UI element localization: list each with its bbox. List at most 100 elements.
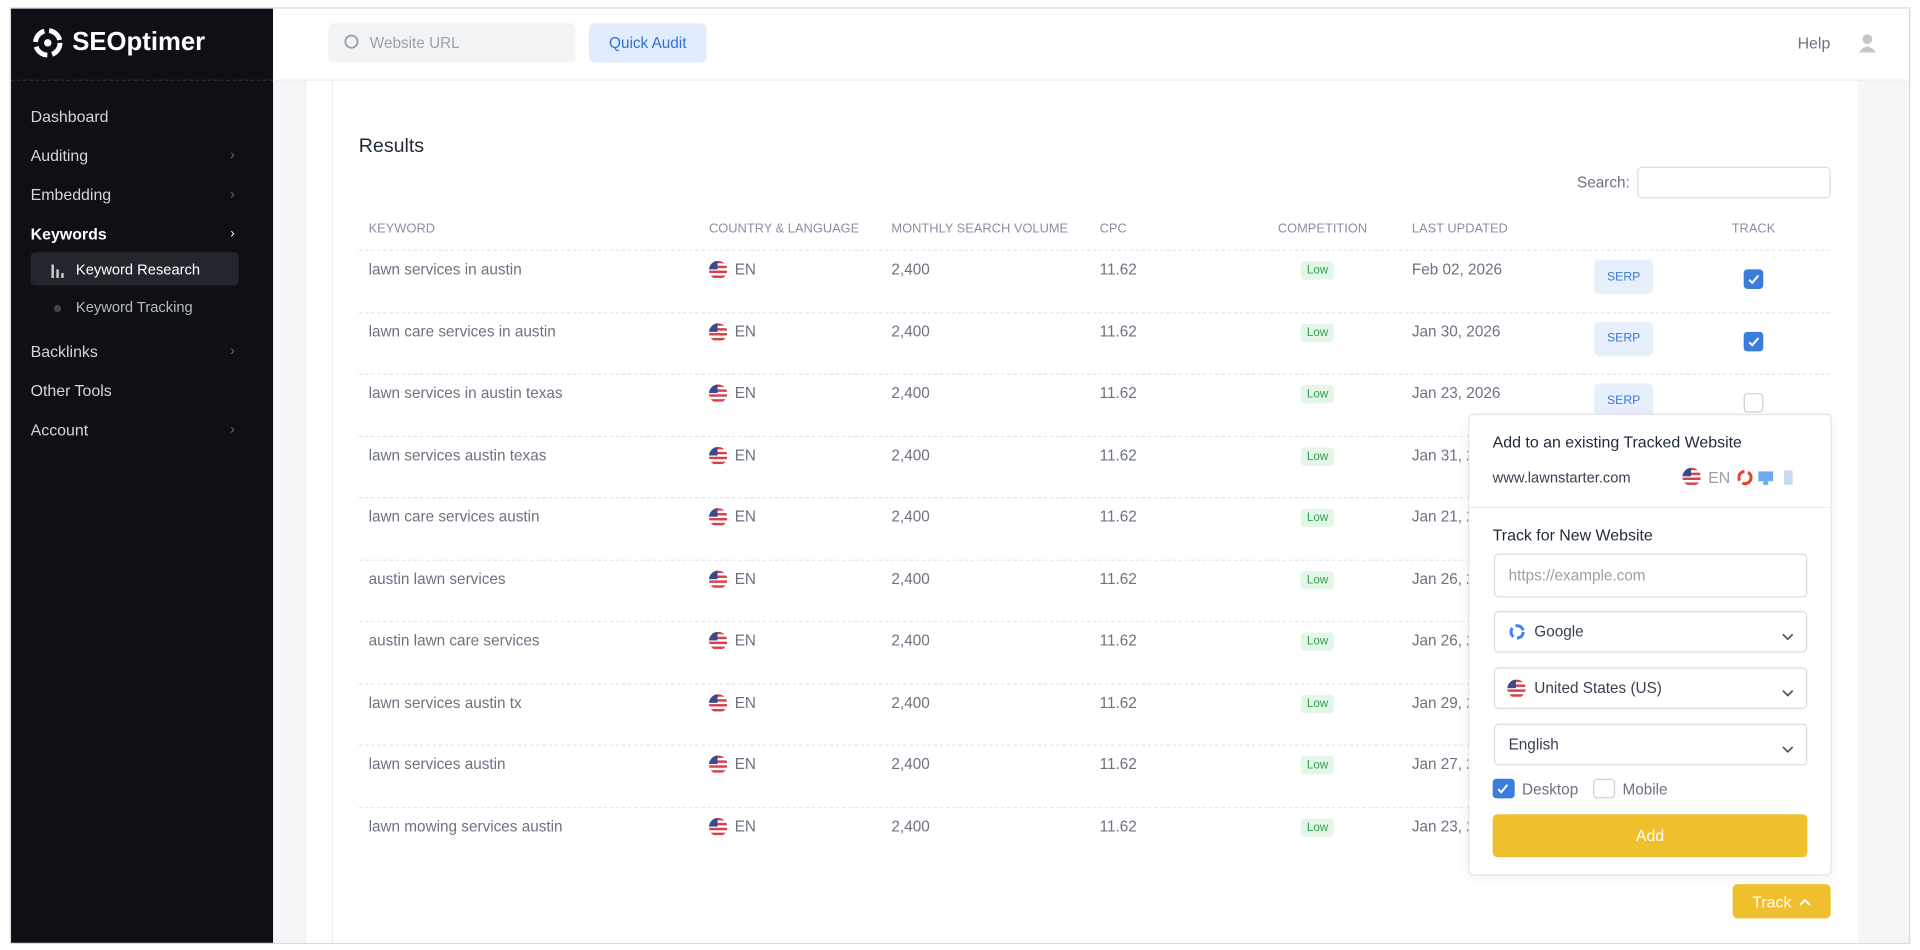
us-flag <box>708 631 728 651</box>
language: EN <box>734 631 756 649</box>
language: EN <box>734 755 756 773</box>
serp-button[interactable]: SERP <box>1594 383 1654 418</box>
language: EN <box>734 693 756 711</box>
results-card: Results Search: KEYWORD COUNTRY & LANGUAG… <box>331 80 1858 943</box>
nav-chevron: › <box>230 422 235 438</box>
language: EN <box>734 446 756 464</box>
engine-value: Google <box>1534 623 1584 641</box>
competition-badge: Low <box>1300 508 1335 528</box>
nav-item[interactable]: Account <box>30 420 89 439</box>
table-search[interactable] <box>1637 166 1831 199</box>
add-button[interactable]: Add <box>1492 814 1808 858</box>
checkbox[interactable] <box>1593 778 1616 799</box>
nav-item[interactable]: Dashboard <box>30 107 109 126</box>
us-flag-svg <box>1507 679 1526 698</box>
nav-item[interactable]: Keywords <box>30 224 107 244</box>
language: EN <box>734 322 756 340</box>
row-divider <box>358 682 1831 684</box>
search-volume: 2,400 <box>891 755 930 773</box>
us-flag-svg <box>708 446 728 465</box>
last-updated: Jan 26, 2 <box>1411 631 1475 649</box>
column-header[interactable]: TRACK <box>1731 221 1776 237</box>
last-updated: Feb 02, 2026 <box>1411 260 1503 278</box>
row-divider <box>358 744 1831 746</box>
language-select[interactable]: English <box>1493 723 1808 766</box>
us-flag <box>708 322 728 342</box>
cpc: 11.62 <box>1099 570 1137 588</box>
last-updated: Jan 30, 2026 <box>1411 322 1501 340</box>
column-header[interactable]: KEYWORD <box>368 221 436 237</box>
search-label: Search: <box>1577 173 1630 192</box>
row-divider <box>358 620 1831 623</box>
keyword: lawn mowing services austin <box>368 817 563 835</box>
new-title: Track for New Website <box>1492 525 1653 545</box>
keyword: lawn care services austin <box>368 508 540 526</box>
nav-item[interactable]: Backlinks <box>30 342 98 361</box>
us-flag-svg <box>708 570 728 589</box>
engine-icons <box>1737 469 1799 492</box>
us-flag-svg <box>708 384 728 403</box>
competition-badge: Low <box>1300 385 1335 404</box>
competition-badge: Low <box>1300 694 1335 713</box>
search-volume: 2,400 <box>891 508 930 526</box>
column-header[interactable]: CPC <box>1099 221 1127 237</box>
brand: SEOptimer <box>72 28 206 57</box>
language: EN <box>734 817 756 835</box>
nav-chevron: › <box>230 226 235 242</box>
nav-chevron: › <box>230 187 235 203</box>
device-label[interactable]: Desktop <box>1522 781 1579 799</box>
keyword: austin lawn services <box>368 570 506 588</box>
checkbox[interactable] <box>1492 778 1515 799</box>
nav-item[interactable]: Other Tools <box>30 381 112 400</box>
us-flag <box>1682 467 1701 487</box>
row-divider <box>358 435 1831 437</box>
device-label[interactable]: Mobile <box>1622 781 1668 799</box>
existing-language: EN <box>1708 468 1731 487</box>
url-input[interactable]: https://example.com <box>1493 553 1808 598</box>
nav-chevron: › <box>230 148 235 163</box>
top-bar: Website URL Quick Audit Help <box>273 8 1909 81</box>
checkbox[interactable] <box>1743 331 1764 351</box>
sub-nav-item[interactable]: Keyword Tracking <box>75 298 193 316</box>
nav-item[interactable]: Embedding <box>30 185 112 204</box>
us-flag-svg <box>708 508 728 527</box>
row-divider <box>358 249 1831 252</box>
us-flag <box>708 693 728 713</box>
competition-badge: Low <box>1300 446 1335 466</box>
track-button[interactable]: Track <box>1732 884 1831 919</box>
quick-audit-button[interactable]: Quick Audit <box>588 23 707 63</box>
us-flag <box>708 260 728 280</box>
column-header[interactable]: LAST UPDATED <box>1411 221 1508 237</box>
column-header[interactable]: COMPETITION <box>1277 221 1368 237</box>
row-divider <box>358 311 1831 313</box>
sub-nav-item[interactable]: Keyword Research <box>75 260 201 278</box>
competition-badge: Low <box>1300 817 1335 837</box>
last-updated: Jan 31, 2 <box>1411 446 1475 464</box>
us-flag <box>708 446 728 465</box>
nav-item[interactable]: Auditing <box>30 146 89 165</box>
serp-button[interactable]: SERP <box>1594 321 1654 356</box>
column-header[interactable]: MONTHLY SEARCH VOLUME <box>891 221 1069 237</box>
us-flag-svg <box>708 755 728 774</box>
engine-select[interactable]: Google <box>1493 611 1808 653</box>
url-placeholder: Website URL <box>369 34 460 52</box>
cpc: 11.62 <box>1099 755 1137 773</box>
checkbox[interactable] <box>1743 393 1764 413</box>
us-flag <box>1507 679 1526 698</box>
us-flag-svg <box>708 260 728 280</box>
help-link[interactable]: Help <box>1797 33 1831 53</box>
country-select[interactable]: United States (US) <box>1493 667 1808 709</box>
keyword: lawn services austin tx <box>368 693 522 711</box>
url-search[interactable]: Website URL <box>328 23 576 63</box>
sub-icon-svg <box>51 264 64 278</box>
column-header[interactable]: COUNTRY & LANGUAGE <box>708 221 860 237</box>
last-updated: Jan 23, 2026 <box>1411 384 1501 402</box>
user-icon[interactable] <box>1858 33 1878 53</box>
us-flag <box>708 570 728 589</box>
existing-site[interactable]: www.lawnstarter.com <box>1492 468 1631 487</box>
checkbox[interactable] <box>1743 269 1764 289</box>
serp-button[interactable]: SERP <box>1594 259 1654 294</box>
keyword: lawn services in austin <box>368 260 522 278</box>
track-label: Track <box>1752 892 1792 911</box>
